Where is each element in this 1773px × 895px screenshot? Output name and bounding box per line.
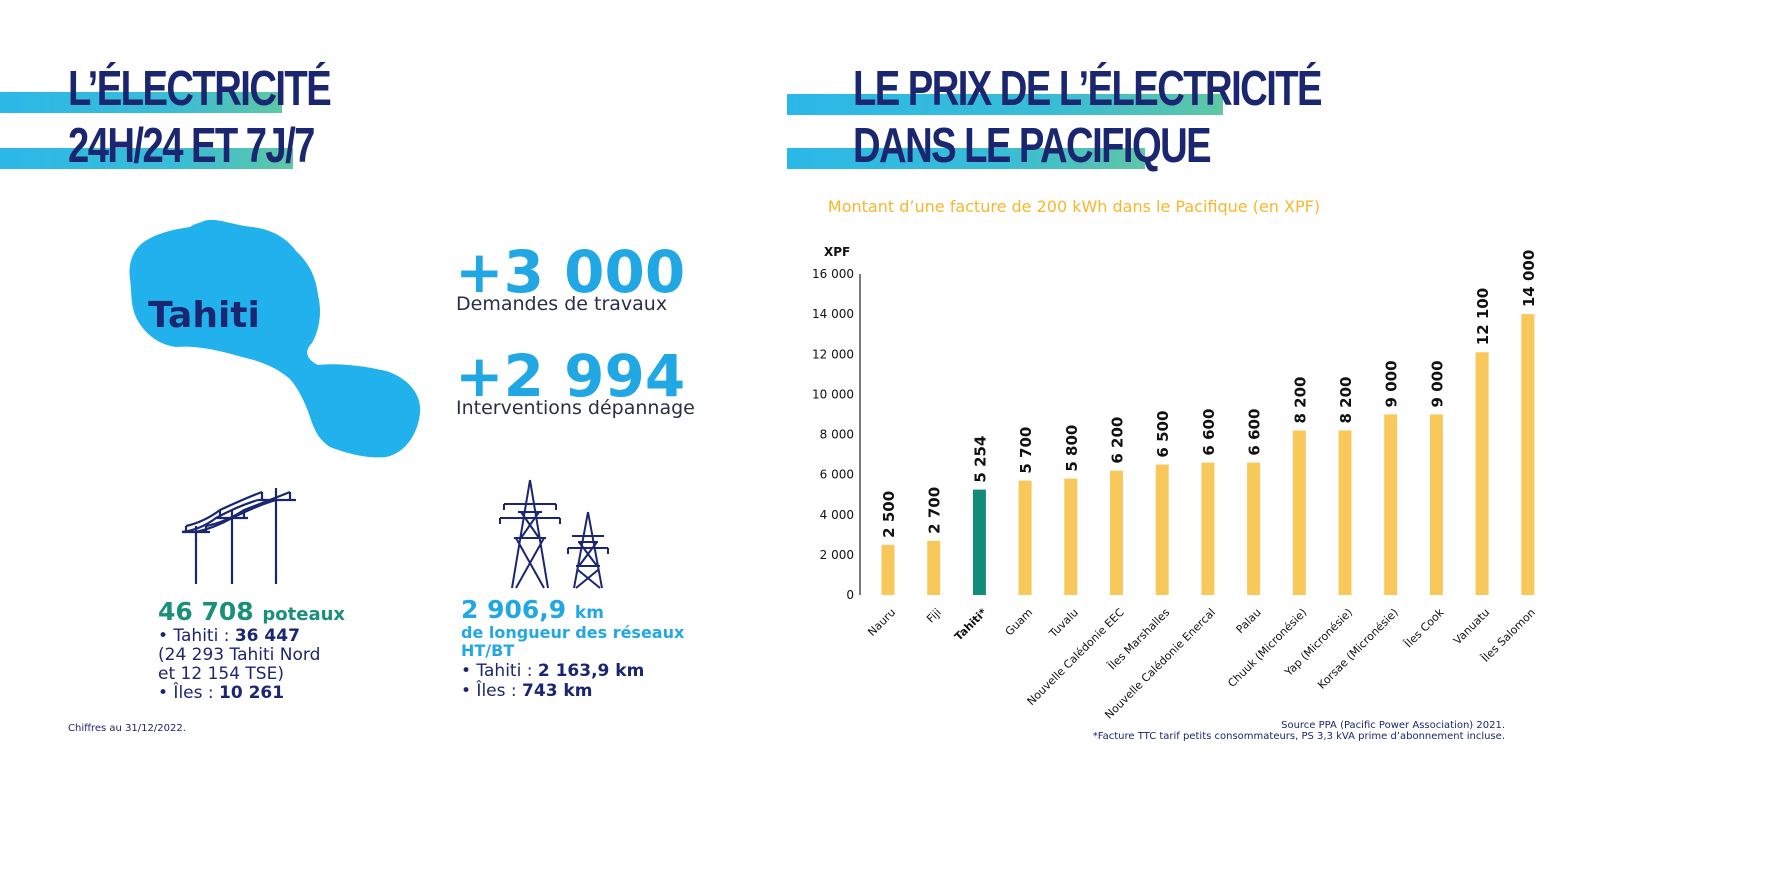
- value-label: 5 254: [971, 436, 989, 483]
- y-tick-label: 6 000: [820, 468, 854, 482]
- y-tick-label: 12 000: [812, 347, 854, 361]
- value-label: 6 600: [1246, 409, 1264, 456]
- poles-line4: • Îles : 10 261: [158, 683, 284, 703]
- bar: [972, 489, 986, 595]
- value-label: 6 600: [1200, 409, 1218, 456]
- network-line3-prefix: • Tahiti :: [461, 661, 538, 681]
- y-tick-label: 10 000: [812, 387, 854, 401]
- y-tick-label: 16 000: [812, 267, 854, 281]
- value-label: 8 200: [1291, 377, 1309, 424]
- poles-line2: (24 293 Tahiti Nord: [158, 645, 321, 665]
- bar: [1018, 480, 1032, 595]
- value-label: 6 200: [1109, 417, 1127, 464]
- stat1-label: Demandes de travaux: [456, 293, 668, 315]
- bar: [1429, 414, 1443, 595]
- stat2-value: +2 994: [455, 342, 686, 410]
- bar: [1201, 462, 1215, 595]
- y-tick-label: 2 000: [820, 548, 854, 562]
- category-label: Chuuk (Micronésie): [1225, 606, 1309, 690]
- network-line3-value: 2 163,9 km: [537, 661, 645, 681]
- network-value: 2 906,9: [461, 595, 567, 624]
- bar: [1338, 430, 1352, 595]
- category-label: Vanuatu: [1451, 606, 1492, 647]
- category-label: Îles Cook: [1401, 605, 1447, 651]
- source-line1: Source PPA (Pacific Power Association) 2…: [1281, 720, 1505, 731]
- left-footnote: Chiffres au 31/12/2022.: [68, 723, 186, 734]
- power-poles-icon: [181, 488, 296, 584]
- value-label: 9 000: [1383, 360, 1401, 407]
- bar: [1155, 464, 1169, 595]
- network-line4: • Îles : 743 km: [461, 681, 592, 701]
- chart-title: Montant d’une facture de 200 kWh dans le…: [828, 197, 1320, 216]
- y-tick-label: 8 000: [820, 428, 854, 442]
- y-tick-label: 0: [846, 588, 854, 602]
- source-line2: *Facture TTC tarif petits consommateurs,…: [1092, 731, 1505, 742]
- network-unit: km: [574, 603, 604, 623]
- network-line4-prefix: • Îles :: [461, 681, 523, 701]
- poles-line1-prefix: • Tahiti :: [158, 626, 235, 646]
- category-label: Nauru: [865, 606, 898, 639]
- right-title-line2: DANS LE PACIFIQUE: [853, 119, 1212, 173]
- bar: [1292, 430, 1306, 595]
- value-label: 2 500: [880, 491, 898, 538]
- network-line1: de longueur des réseaux: [461, 623, 685, 642]
- title-bar-4: [787, 148, 1145, 169]
- bar: [881, 544, 895, 595]
- title-bar-3: [787, 94, 1223, 115]
- network-stat: 2 906,9 km: [461, 595, 604, 624]
- value-label: 2 700: [926, 487, 944, 534]
- bar: [1384, 414, 1398, 595]
- y-tick-label: 4 000: [820, 508, 854, 522]
- value-label: 14 000: [1520, 250, 1538, 307]
- poles-stat: 46 708 poteaux: [158, 597, 345, 626]
- y-axis-label: XPF: [824, 245, 850, 259]
- stat1-value: +3 000: [455, 238, 686, 306]
- category-label: Fiji: [924, 606, 944, 626]
- bar: [1110, 470, 1123, 595]
- title-bar-2: [0, 148, 293, 169]
- value-label: 5 800: [1063, 425, 1081, 472]
- network-line3: • Tahiti : 2 163,9 km: [461, 661, 644, 681]
- poles-unit: poteaux: [262, 604, 346, 625]
- value-label: 5 700: [1017, 427, 1035, 474]
- poles-line4-prefix: • Îles :: [158, 683, 220, 703]
- value-label: 6 500: [1154, 411, 1172, 458]
- category-label: Guam: [1003, 606, 1035, 638]
- poles-line3: et 12 154 TSE): [158, 664, 284, 684]
- bar: [927, 540, 941, 595]
- title-bar-1: [0, 92, 282, 113]
- value-label: 8 200: [1337, 377, 1355, 424]
- poles-line1: • Tahiti : 36 447: [158, 626, 300, 646]
- bar: [1475, 352, 1489, 595]
- bar: [1064, 478, 1078, 595]
- bar: [1521, 314, 1535, 595]
- category-label: Korsae (Micronésie): [1315, 606, 1401, 692]
- y-ticks: 0 2 000 4 000 6 000 8 000 10 000 12 000 14 000 1…: [812, 267, 854, 602]
- poles-line4-value: 10 261: [219, 683, 285, 703]
- category-label: Palau: [1234, 606, 1264, 636]
- price-chart: Montant d’une facture de 200 kWh dans le…: [812, 197, 1538, 722]
- stat2-label: Interventions dépannage: [456, 397, 695, 419]
- poles-value: 46 708: [158, 597, 254, 626]
- bars: 2 500 2 700 5 254 5 700 5 800 6 200 6 500 6 600…: [880, 250, 1538, 595]
- y-tick-label: 14 000: [812, 307, 854, 321]
- left-title-line1: L’ÉLECTRICITÉ: [68, 62, 332, 116]
- poles-line1-value: 36 447: [234, 626, 300, 646]
- network-line4-value: 743 km: [522, 681, 593, 701]
- left-title-line2: 24H/24 ET 7J/7: [68, 119, 315, 173]
- bar: [1247, 462, 1261, 595]
- island-label: Tahiti: [148, 295, 260, 336]
- tahiti-map-icon: Tahiti: [129, 219, 421, 458]
- transmission-tower-icon: [499, 479, 609, 589]
- value-label: 12 100: [1474, 288, 1492, 345]
- category-label: Tuvalu: [1046, 606, 1081, 641]
- category-label: Tahiti*: [952, 606, 990, 644]
- value-label: 9 000: [1428, 360, 1446, 407]
- right-title-line1: LE PRIX DE L’ÉLECTRICITÉ: [853, 62, 1323, 116]
- network-line2: HT/BT: [461, 641, 515, 660]
